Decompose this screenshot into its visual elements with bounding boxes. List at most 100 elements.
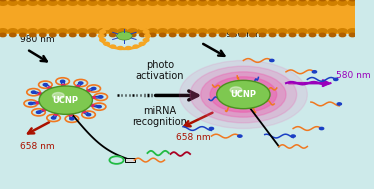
Circle shape xyxy=(31,91,36,93)
Circle shape xyxy=(117,32,132,40)
Circle shape xyxy=(139,26,145,29)
Circle shape xyxy=(334,78,338,81)
Circle shape xyxy=(19,0,26,1)
Circle shape xyxy=(0,0,6,1)
Circle shape xyxy=(209,127,214,130)
Circle shape xyxy=(319,0,326,1)
Circle shape xyxy=(19,33,26,37)
Circle shape xyxy=(70,103,73,105)
Circle shape xyxy=(58,29,67,34)
Circle shape xyxy=(43,101,46,103)
Circle shape xyxy=(299,0,306,1)
Circle shape xyxy=(98,29,107,34)
Circle shape xyxy=(98,0,107,5)
Text: miRNA
recognition: miRNA recognition xyxy=(132,106,187,127)
Circle shape xyxy=(133,45,139,48)
Circle shape xyxy=(168,0,177,5)
Circle shape xyxy=(148,0,157,5)
Circle shape xyxy=(120,0,126,1)
Circle shape xyxy=(210,77,277,112)
Circle shape xyxy=(258,0,267,5)
Circle shape xyxy=(129,33,136,37)
Circle shape xyxy=(0,0,7,5)
Circle shape xyxy=(349,33,356,37)
Circle shape xyxy=(28,0,37,5)
Circle shape xyxy=(279,0,286,1)
Circle shape xyxy=(249,33,256,37)
Circle shape xyxy=(40,0,46,1)
Circle shape xyxy=(126,22,131,25)
Circle shape xyxy=(28,102,33,105)
Circle shape xyxy=(288,0,297,5)
Circle shape xyxy=(298,29,307,34)
Circle shape xyxy=(74,106,77,107)
Circle shape xyxy=(139,42,145,45)
Circle shape xyxy=(138,29,147,34)
Circle shape xyxy=(66,104,69,106)
Circle shape xyxy=(8,0,18,5)
Circle shape xyxy=(62,84,65,86)
Text: 980 nm: 980 nm xyxy=(226,30,260,39)
Circle shape xyxy=(100,30,105,33)
Circle shape xyxy=(318,0,327,5)
Circle shape xyxy=(10,0,16,1)
Circle shape xyxy=(168,29,177,34)
Circle shape xyxy=(339,33,346,37)
Circle shape xyxy=(44,94,47,96)
Circle shape xyxy=(48,87,51,89)
Circle shape xyxy=(133,24,139,27)
Circle shape xyxy=(52,93,64,99)
Text: 980 nm: 980 nm xyxy=(19,35,54,44)
Circle shape xyxy=(85,103,88,105)
Circle shape xyxy=(299,33,306,37)
Circle shape xyxy=(140,0,146,1)
Circle shape xyxy=(62,88,65,89)
Circle shape xyxy=(199,0,206,1)
Circle shape xyxy=(92,87,96,90)
Circle shape xyxy=(180,60,307,129)
Circle shape xyxy=(49,101,52,102)
Circle shape xyxy=(52,105,55,106)
Circle shape xyxy=(239,33,246,37)
Circle shape xyxy=(86,114,91,116)
Circle shape xyxy=(79,82,83,84)
Circle shape xyxy=(178,29,187,34)
Circle shape xyxy=(298,0,307,5)
Circle shape xyxy=(39,86,92,114)
Circle shape xyxy=(145,34,150,37)
Circle shape xyxy=(288,29,297,34)
Circle shape xyxy=(54,114,58,115)
Circle shape xyxy=(57,102,61,104)
Circle shape xyxy=(91,105,94,106)
Circle shape xyxy=(260,33,266,37)
Circle shape xyxy=(71,92,74,94)
Circle shape xyxy=(104,42,110,45)
Circle shape xyxy=(140,33,146,37)
Circle shape xyxy=(59,33,66,37)
Circle shape xyxy=(268,29,277,34)
Circle shape xyxy=(169,33,176,37)
Circle shape xyxy=(30,0,36,1)
Circle shape xyxy=(348,29,357,34)
Circle shape xyxy=(169,0,176,1)
Circle shape xyxy=(339,0,346,1)
Circle shape xyxy=(120,33,126,37)
Circle shape xyxy=(289,0,296,1)
Circle shape xyxy=(220,33,226,37)
Circle shape xyxy=(59,0,66,1)
Circle shape xyxy=(52,90,55,91)
Circle shape xyxy=(348,0,357,5)
Circle shape xyxy=(68,29,77,34)
Circle shape xyxy=(269,0,276,1)
Circle shape xyxy=(159,33,166,37)
Circle shape xyxy=(110,0,116,1)
Circle shape xyxy=(148,29,157,34)
Circle shape xyxy=(229,0,236,1)
Circle shape xyxy=(198,29,207,34)
Circle shape xyxy=(55,93,58,94)
Circle shape xyxy=(209,0,216,1)
Text: 658 nm: 658 nm xyxy=(19,142,54,151)
Circle shape xyxy=(50,0,56,1)
Circle shape xyxy=(80,0,86,1)
Circle shape xyxy=(158,0,167,5)
